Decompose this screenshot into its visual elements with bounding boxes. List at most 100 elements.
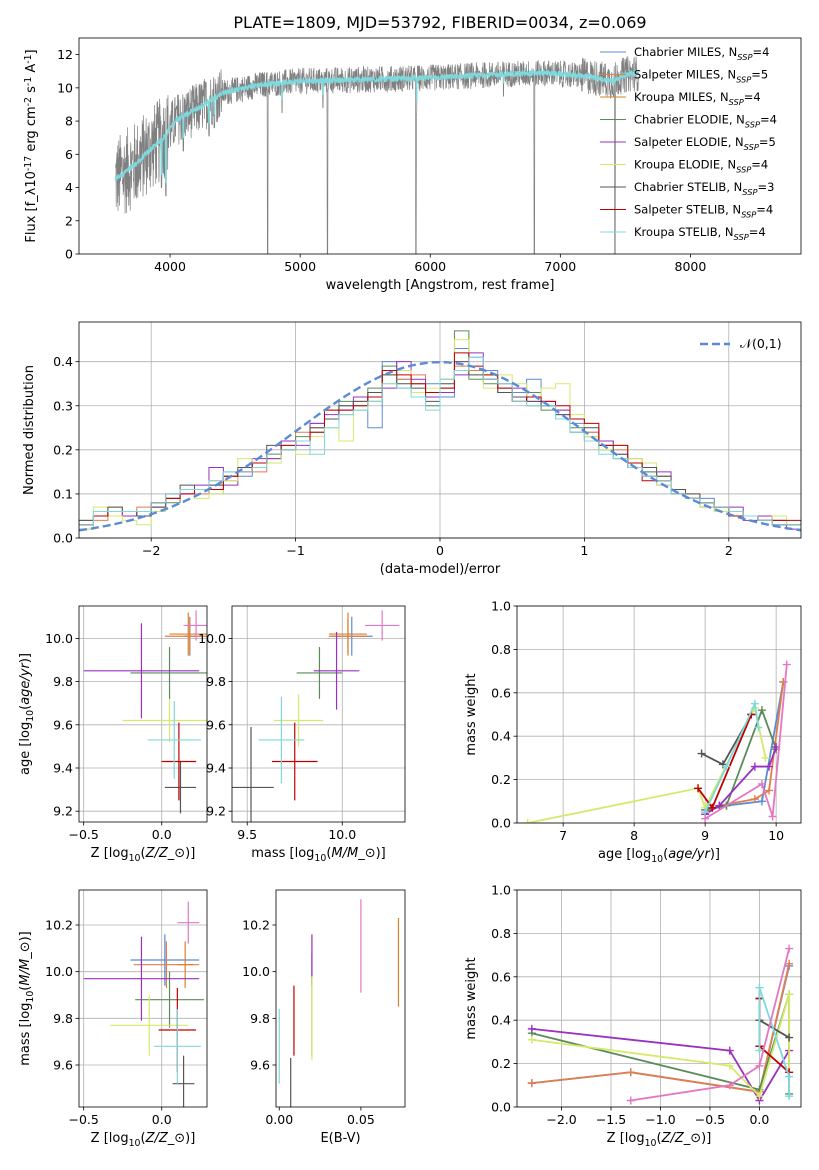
x-tick-label: 7000 [544,259,576,274]
x-tick-label: −2.0 [546,1112,576,1127]
age-vs-mass-panel: 9.5 10.0 9.2 9.4 9.6 9.8 10.0 mass [log10(M/M_⊙… [198,605,406,864]
x-axis-label: age [log10(age/yr)] [598,847,720,865]
y-tick-label: 9.6 [206,717,226,732]
x-tick-label: 1 [580,543,588,558]
x-axis-label: Z [log10(Z/Z_⊙)] [607,1131,712,1149]
mass-vs-metallicity-panel: −0.5 0.0 9.6 9.8 10.0 10.2 Z [log10(Z/Z_⊙)] mas… [18,889,208,1149]
weight-line [531,963,791,1093]
plot-area [83,610,207,814]
legend-entry: Kroupa MILES, NSSP=4 [634,90,761,107]
histogram-legend: 𝒩(0,1) [700,336,782,351]
y-tick-label: 10.0 [45,631,73,646]
weight-marker [750,699,759,708]
x-tick-label: 8 [630,828,638,843]
mass-vs-ebv-panel: 0.00 0.05 9.6 9.8 10.0 10.2 E(B-V) [242,889,406,1146]
y-axis-label: mass [log10(M/M_⊙)] [18,931,36,1066]
weight-marker [527,1079,536,1088]
x-tick-label: −1.5 [596,1112,626,1127]
y-tick-label: 10.2 [45,918,73,933]
y-tick-label: 10 [57,80,73,95]
weight-series [523,703,770,823]
x-tick-label: 0.05 [347,1112,375,1127]
y-tick-label: 0.4 [491,729,511,744]
weight-marker [725,1061,734,1070]
y-tick-label: 9.6 [250,1058,270,1073]
y-tick-label: 10.0 [45,964,73,979]
legend-entry: Kroupa ELODIE, NSSP=4 [634,158,768,175]
weight-series [701,660,791,823]
y-tick-label: 0.0 [491,1100,511,1115]
figure-title: PLATE=1809, MJD=53792, FIBERID=0034, z=0… [233,13,646,32]
spectrum-panel: 4000 5000 6000 7000 8000 0 2 4 6 8 10 12 wavelength … [23,37,802,293]
errorbar-point [164,761,197,814]
weight-line [704,700,760,813]
x-tick-label: −0.5 [69,1112,99,1127]
y-tick-label: 1.0 [491,883,511,898]
y-tick-label: 4 [65,180,73,195]
axes-frame [516,889,802,1108]
weight-marker [785,959,794,968]
y-tick-label: 8 [65,114,73,129]
y-tick-label: 9.8 [206,674,226,689]
plot-area [523,660,791,823]
x-tick-label: 0.00 [265,1112,293,1127]
errorbar-point [130,647,207,699]
weight-marker [725,1081,734,1090]
y-tick-label: 0.4 [53,354,73,369]
y-tick-label: 9.4 [206,761,226,776]
errorbar-point [147,701,201,779]
age-vs-metallicity-panel: −0.5 0.0 9.2 9.4 9.6 9.8 10.0 Z [log10(Z/Z_⊙)] a… [18,605,208,864]
plot-area [83,901,204,1107]
weight-marker [527,1024,536,1033]
y-axis-label: Normed distribution [22,365,37,495]
x-axis-label: (data-model)/error [380,562,501,577]
axes-frame [516,605,802,824]
weight-marker [768,812,777,821]
y-tick-label: 0.6 [491,969,511,984]
weight-marker [765,786,774,795]
weight-line [704,664,788,820]
residual-histogram-panel: −2 −1 0 1 2 0.0 0.1 0.2 0.3 0.4 (data-model)/error… [22,321,802,577]
legend-entry: Salpeter STELIB, NSSP=4 [634,203,773,220]
errorbar-point [172,1055,195,1107]
y-tick-label: 9.6 [53,1058,73,1073]
x-axis-label: wavelength [Angstrom, rest frame] [326,278,555,293]
y-tick-label: 0.0 [53,531,73,546]
legend-entry: 𝒩(0,1) [740,336,782,351]
weight-marker [755,983,764,992]
weight-marker [750,762,759,771]
axes-frame [78,605,208,823]
y-tick-label: 0.2 [53,442,73,457]
legend-entry: Salpeter MILES, NSSP=5 [634,68,768,85]
x-tick-label: 2 [725,543,733,558]
weight-marker [755,1061,764,1070]
x-tick-label: 0.0 [152,1112,172,1127]
weight-marker [755,1046,764,1055]
grid-lines [79,606,207,822]
errorbar-point [296,647,343,699]
weight-marker [725,1046,734,1055]
errorbar-point [130,934,200,986]
weight-line [630,948,790,1102]
x-tick-label: 4000 [154,259,186,274]
axes-frame [275,889,406,1108]
x-tick-label: 8000 [675,259,707,274]
x-tick-label: −1 [286,543,304,558]
plot-area [527,944,794,1105]
grid-lines [517,605,801,824]
x-tick-label: 0 [436,543,444,558]
y-tick-label: 10.0 [198,631,226,646]
y-tick-label: 9.6 [53,717,73,732]
errorbar-point [328,612,367,656]
weight-marker [708,803,717,812]
x-tick-label: 9 [701,828,709,843]
errorbar-point [83,623,200,719]
weight-marker [697,749,706,758]
weight-marker [785,990,794,999]
errorbar-point [258,696,305,784]
weight-series [527,959,794,1096]
errorbar-point [122,698,207,743]
y-tick-label: 9.4 [53,761,73,776]
weight-series [701,699,763,817]
